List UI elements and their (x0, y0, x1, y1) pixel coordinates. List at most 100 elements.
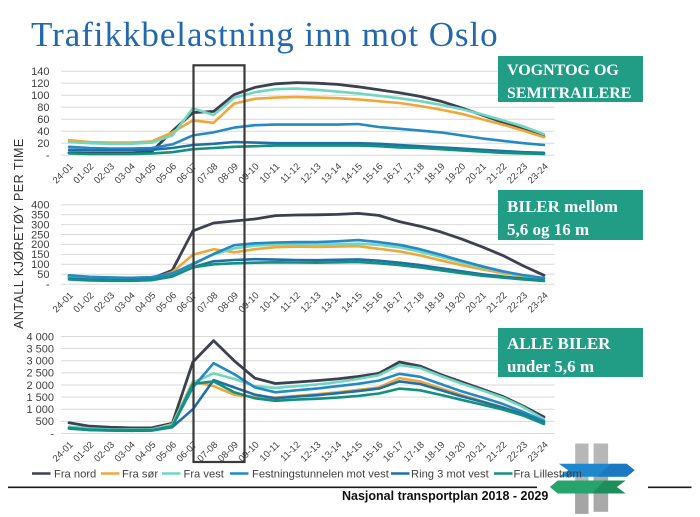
svg-text:15-16: 15-16 (361, 290, 386, 315)
svg-text:60: 60 (37, 114, 49, 126)
svg-text:01-02: 01-02 (71, 290, 96, 315)
svg-text:20-21: 20-21 (464, 290, 489, 315)
svg-text:05-06: 05-06 (154, 290, 179, 315)
svg-text:80: 80 (37, 102, 49, 114)
svg-text:23-24: 23-24 (526, 161, 551, 186)
svg-text:16-17: 16-17 (381, 161, 406, 186)
svg-text:12-13: 12-13 (299, 161, 324, 186)
svg-text:05-06: 05-06 (154, 161, 179, 186)
svg-text:13-14: 13-14 (319, 161, 344, 186)
svg-text:08-09: 08-09 (216, 161, 241, 186)
svg-text:Fra nord: Fra nord (54, 469, 96, 481)
svg-text:-: - (46, 150, 50, 162)
svg-text:19-20: 19-20 (443, 440, 468, 465)
svg-text:18-19: 18-19 (422, 290, 447, 315)
svg-text:17-18: 17-18 (402, 161, 427, 186)
svg-text:04-05: 04-05 (133, 290, 158, 315)
svg-text:08-09: 08-09 (216, 290, 241, 315)
svg-text:14-15: 14-15 (340, 440, 365, 465)
svg-text:03-04: 03-04 (113, 440, 138, 465)
svg-text:3 000: 3 000 (26, 356, 54, 368)
svg-text:22-23: 22-23 (505, 290, 530, 315)
svg-text:13-14: 13-14 (319, 440, 344, 465)
svg-text:50: 50 (37, 269, 49, 281)
svg-text:100: 100 (31, 90, 49, 102)
svg-text:02-03: 02-03 (92, 161, 117, 186)
svg-text:10-11: 10-11 (258, 161, 282, 185)
svg-text:-: - (46, 279, 50, 291)
svg-text:07-08: 07-08 (195, 440, 220, 465)
svg-text:09-10: 09-10 (237, 290, 262, 315)
svg-text:20: 20 (37, 138, 49, 150)
svg-text:02-03: 02-03 (92, 290, 117, 315)
svg-text:3 500: 3 500 (26, 343, 54, 355)
svg-text:06-07: 06-07 (175, 440, 200, 465)
svg-text:17-18: 17-18 (402, 290, 427, 315)
svg-text:10-11: 10-11 (258, 290, 282, 314)
svg-text:21-22: 21-22 (484, 440, 509, 465)
svg-text:09-10: 09-10 (237, 161, 262, 186)
svg-text:120: 120 (31, 78, 49, 90)
svg-text:16-17: 16-17 (381, 440, 406, 465)
svg-text:Ring 3 mot vest: Ring 3 mot vest (411, 469, 490, 481)
svg-text:19-20: 19-20 (443, 161, 468, 186)
svg-text:03-04: 03-04 (113, 290, 138, 315)
svg-text:1 000: 1 000 (26, 404, 54, 416)
svg-text:Fra sør: Fra sør (122, 469, 158, 481)
svg-text:24-01: 24-01 (51, 290, 76, 315)
svg-text:4 000: 4 000 (26, 331, 54, 343)
svg-text:250: 250 (31, 229, 49, 241)
svg-text:19-20: 19-20 (443, 290, 468, 315)
svg-text:22-23: 22-23 (505, 440, 530, 465)
svg-text:18-19: 18-19 (422, 161, 447, 186)
svg-text:02-03: 02-03 (92, 440, 117, 465)
svg-text:03-04: 03-04 (113, 161, 138, 186)
svg-text:05-06: 05-06 (154, 440, 179, 465)
svg-text:14-15: 14-15 (340, 161, 365, 186)
svg-text:40: 40 (37, 126, 49, 138)
svg-text:12-13: 12-13 (299, 440, 324, 465)
svg-text:23-24: 23-24 (526, 290, 551, 315)
svg-text:150: 150 (31, 249, 49, 261)
svg-text:11-12: 11-12 (278, 440, 302, 464)
svg-text:15-16: 15-16 (361, 440, 386, 465)
svg-text:07-08: 07-08 (195, 290, 220, 315)
svg-text:140: 140 (31, 66, 49, 78)
svg-text:18-19: 18-19 (422, 440, 447, 465)
svg-text:Festningstunnelen mot vest: Festningstunnelen mot vest (252, 469, 390, 481)
svg-text:13-14: 13-14 (319, 290, 344, 315)
svg-text:11-12: 11-12 (278, 290, 302, 314)
svg-text:12-13: 12-13 (299, 290, 324, 315)
svg-text:07-08: 07-08 (195, 161, 220, 186)
svg-text:20-21: 20-21 (464, 440, 489, 465)
svg-text:06-07: 06-07 (175, 161, 200, 186)
svg-text:350: 350 (31, 209, 49, 221)
svg-text:21-22: 21-22 (484, 161, 509, 186)
svg-text:24-01: 24-01 (51, 161, 76, 186)
svg-text:06-07: 06-07 (175, 290, 200, 315)
svg-text:04-05: 04-05 (133, 161, 158, 186)
svg-text:400: 400 (31, 200, 49, 212)
svg-text:300: 300 (31, 219, 49, 231)
svg-text:2 500: 2 500 (26, 368, 54, 380)
svg-text:Fra Lillestrøm: Fra Lillestrøm (514, 469, 582, 481)
svg-text:Fra vest: Fra vest (184, 469, 225, 481)
svg-text:24-01: 24-01 (51, 440, 76, 465)
svg-text:04-05: 04-05 (133, 440, 158, 465)
svg-text:15-16: 15-16 (361, 161, 386, 186)
svg-text:11-12: 11-12 (278, 161, 302, 185)
svg-text:01-02: 01-02 (71, 161, 96, 186)
svg-text:1 500: 1 500 (26, 392, 54, 404)
svg-text:21-22: 21-22 (484, 290, 509, 315)
svg-text:16-17: 16-17 (381, 290, 406, 315)
svg-text:01-02: 01-02 (71, 440, 96, 465)
svg-text:14-15: 14-15 (340, 290, 365, 315)
svg-text:20-21: 20-21 (464, 161, 489, 186)
svg-text:09-10: 09-10 (237, 440, 262, 465)
svg-text:23-24: 23-24 (526, 440, 551, 465)
svg-text:-: - (50, 428, 54, 440)
svg-text:17-18: 17-18 (402, 440, 427, 465)
svg-text:100: 100 (31, 259, 49, 271)
svg-text:10-11: 10-11 (258, 440, 282, 464)
svg-text:500: 500 (36, 416, 54, 428)
